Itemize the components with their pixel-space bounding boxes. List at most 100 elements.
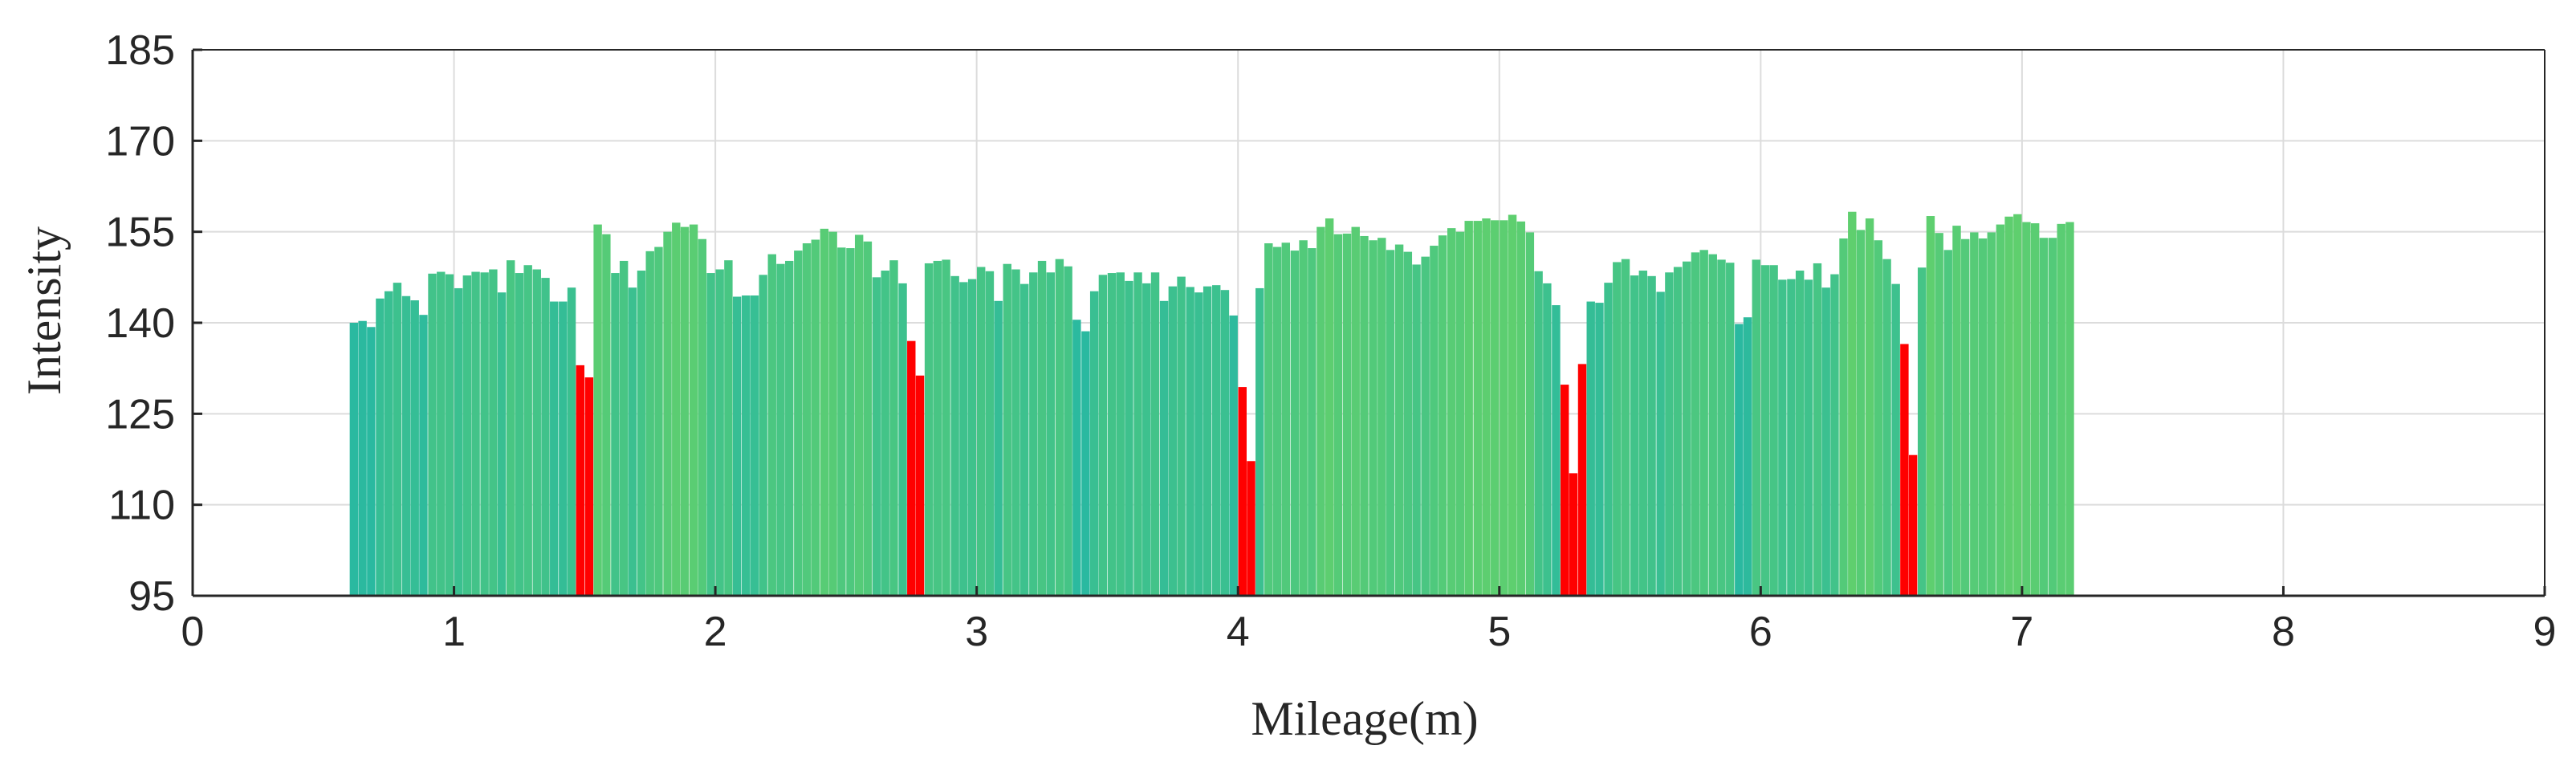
- bar: [1186, 287, 1194, 596]
- bar: [645, 251, 654, 596]
- bar: [1917, 267, 1927, 596]
- bar: [1412, 264, 1421, 596]
- bar: [1691, 252, 1700, 596]
- bar: [967, 279, 977, 596]
- bar: [767, 254, 776, 596]
- bar: [985, 271, 995, 596]
- bar: [1760, 265, 1770, 596]
- bar: [872, 277, 881, 596]
- bar: [1970, 232, 1979, 596]
- bar: [1516, 221, 1526, 596]
- bar: [1011, 269, 1020, 596]
- bar: [1438, 235, 1447, 596]
- y-tick-label: 95: [128, 573, 175, 620]
- bar: [576, 365, 585, 596]
- bar: [1020, 283, 1029, 596]
- bar: [1272, 246, 1282, 596]
- bar: [1394, 244, 1404, 596]
- bar: [1865, 218, 1874, 596]
- bar: [1630, 275, 1639, 596]
- bar: [532, 269, 541, 596]
- y-tick-labels: 95 110 125 140 155 170 185: [105, 27, 175, 620]
- bar: [1238, 387, 1247, 596]
- bar: [1978, 238, 1988, 596]
- bar: [1159, 300, 1169, 596]
- bar: [1778, 279, 1787, 596]
- bar: [480, 272, 489, 596]
- bar: [1638, 271, 1648, 596]
- bar: [837, 247, 846, 596]
- bar: [1029, 272, 1038, 596]
- bar: [1935, 233, 1943, 596]
- bar: [907, 340, 916, 596]
- bar: [889, 260, 898, 596]
- bar: [567, 287, 576, 596]
- bar: [1996, 224, 2005, 596]
- bar: [881, 271, 889, 596]
- bar: [898, 283, 907, 596]
- bar: [1308, 248, 1316, 596]
- bar: [1342, 233, 1352, 596]
- bar: [776, 263, 785, 596]
- bar: [410, 300, 419, 596]
- bar: [915, 375, 925, 596]
- bar: [1552, 305, 1561, 596]
- bar: [454, 287, 463, 596]
- bar: [1220, 290, 1230, 596]
- bar: [550, 301, 559, 596]
- bar: [1882, 259, 1891, 596]
- y-tick-label: 110: [108, 483, 175, 529]
- bar: [437, 271, 446, 596]
- bar: [1211, 285, 1221, 596]
- bar: [637, 271, 646, 596]
- bar: [1255, 287, 1264, 596]
- bar: [1098, 275, 1108, 596]
- bar: [759, 275, 767, 596]
- bar: [602, 234, 611, 596]
- x-tick-label: 0: [181, 609, 205, 655]
- bar: [942, 259, 950, 596]
- bar: [2039, 238, 2049, 596]
- bar: [1804, 279, 1813, 596]
- bar: [820, 228, 829, 596]
- bar: [401, 295, 411, 596]
- bar: [1926, 216, 1935, 596]
- y-tick-label: 125: [105, 391, 175, 438]
- bar: [1735, 324, 1744, 596]
- bar: [1577, 364, 1587, 596]
- bar: [515, 273, 524, 596]
- bar: [1430, 246, 1439, 596]
- bar: [976, 267, 986, 596]
- bar: [489, 269, 498, 596]
- bar: [1586, 301, 1595, 596]
- bar: [794, 251, 803, 596]
- bar: [846, 248, 855, 596]
- bar: [706, 273, 715, 596]
- bar: [654, 246, 663, 596]
- bar: [506, 260, 515, 596]
- bar: [680, 226, 690, 596]
- bar: [1673, 267, 1683, 596]
- y-tick-label: 155: [105, 210, 175, 256]
- x-tick-label: 6: [1749, 609, 1772, 655]
- bar: [1089, 291, 1099, 596]
- bar: [1752, 259, 1761, 596]
- x-axis-title: Mileage(m): [1251, 692, 1478, 745]
- bar: [393, 283, 402, 596]
- bar: [1333, 234, 1343, 596]
- bar: [559, 301, 568, 596]
- bar: [1194, 292, 1203, 596]
- bar: [1595, 303, 1604, 596]
- bar: [1142, 283, 1151, 596]
- bar: [1682, 261, 1691, 596]
- bar: [1386, 250, 1395, 596]
- bar: [1891, 283, 1900, 596]
- bar: [445, 274, 454, 596]
- bar: [1569, 473, 1578, 596]
- bar: [1360, 235, 1369, 596]
- bar: [376, 298, 385, 596]
- x-tick-label: 4: [1227, 609, 1250, 655]
- bars: [349, 211, 2074, 596]
- bar: [1072, 320, 1081, 596]
